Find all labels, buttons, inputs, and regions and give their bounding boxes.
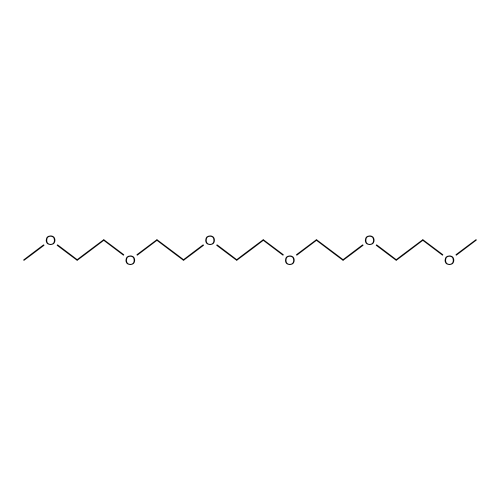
bond — [456, 240, 476, 255]
bond — [77, 240, 104, 260]
bond — [184, 245, 204, 260]
bond — [316, 240, 343, 260]
bond — [157, 240, 184, 260]
bond — [263, 240, 283, 255]
bond — [24, 245, 44, 260]
bond — [423, 240, 443, 255]
oxygen-atom-label: O — [444, 252, 455, 268]
bond — [58, 245, 78, 260]
oxygen-atom-label: O — [284, 252, 295, 268]
bond — [343, 245, 363, 260]
oxygen-atom-label: O — [205, 232, 216, 248]
oxygen-atom-label: O — [364, 232, 375, 248]
oxygen-atom-label: O — [125, 252, 136, 268]
bond — [104, 240, 124, 255]
bond — [377, 245, 397, 260]
bond — [237, 240, 264, 260]
oxygen-atom-label: O — [45, 232, 56, 248]
bond — [396, 240, 423, 260]
bond — [137, 240, 157, 255]
bond — [297, 240, 317, 255]
molecule-structure: O O O O O O — [0, 0, 500, 500]
bond — [217, 245, 237, 260]
